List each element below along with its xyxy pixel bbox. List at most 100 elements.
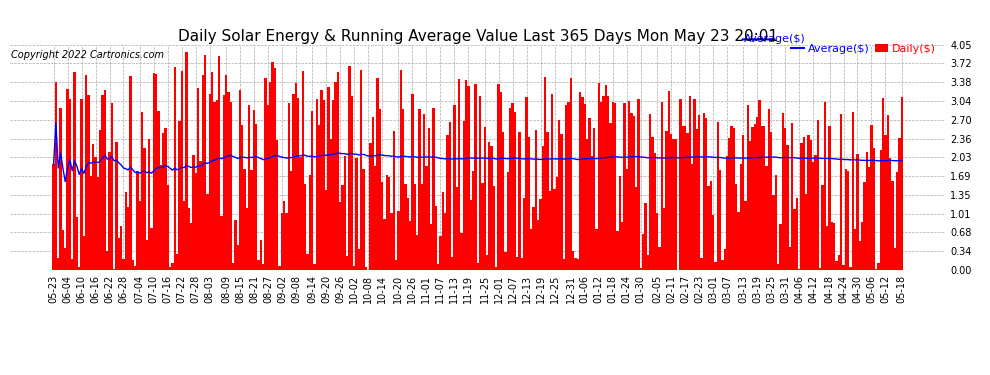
- Bar: [350, 96, 353, 270]
- Bar: [435, 206, 437, 270]
- Bar: [274, 68, 276, 270]
- Bar: [346, 256, 348, 270]
- Bar: [230, 102, 232, 270]
- Bar: [409, 221, 411, 270]
- Bar: [700, 258, 703, 270]
- Bar: [250, 170, 252, 270]
- Bar: [656, 213, 658, 270]
- Bar: [703, 112, 705, 270]
- Bar: [631, 113, 633, 270]
- Bar: [519, 132, 521, 270]
- Bar: [851, 112, 854, 270]
- Bar: [171, 263, 173, 270]
- Bar: [378, 109, 381, 270]
- Bar: [73, 72, 75, 270]
- Bar: [544, 77, 546, 270]
- Bar: [753, 124, 756, 270]
- Bar: [66, 89, 68, 270]
- Bar: [276, 140, 278, 270]
- Bar: [92, 144, 94, 270]
- Bar: [144, 148, 146, 270]
- Bar: [523, 198, 526, 270]
- Bar: [665, 131, 667, 270]
- Bar: [689, 96, 691, 270]
- Bar: [638, 99, 640, 270]
- Bar: [390, 213, 393, 270]
- Bar: [849, 267, 851, 270]
- Bar: [763, 126, 765, 270]
- Bar: [94, 157, 97, 270]
- Bar: [674, 139, 677, 270]
- Bar: [225, 75, 227, 270]
- Bar: [130, 76, 132, 270]
- Bar: [216, 100, 218, 270]
- Bar: [266, 105, 269, 270]
- Bar: [176, 254, 178, 270]
- Bar: [80, 99, 83, 270]
- Bar: [548, 191, 551, 270]
- Bar: [868, 167, 870, 270]
- Bar: [498, 84, 500, 270]
- Bar: [744, 201, 746, 270]
- Bar: [281, 213, 283, 270]
- Bar: [614, 104, 617, 270]
- Bar: [815, 155, 817, 270]
- Bar: [635, 187, 638, 270]
- Bar: [581, 97, 584, 270]
- Bar: [779, 225, 782, 270]
- Bar: [183, 201, 185, 270]
- Legend: Average($), Daily($): Average($), Daily($): [786, 39, 940, 58]
- Bar: [717, 122, 719, 270]
- Bar: [99, 130, 101, 270]
- Bar: [705, 118, 707, 270]
- Bar: [808, 135, 810, 270]
- Bar: [621, 222, 624, 270]
- Bar: [502, 132, 505, 270]
- Bar: [798, 268, 800, 270]
- Bar: [791, 123, 793, 270]
- Bar: [297, 98, 299, 270]
- Bar: [262, 264, 264, 270]
- Bar: [68, 99, 71, 270]
- Bar: [560, 134, 562, 270]
- Bar: [644, 204, 646, 270]
- Bar: [206, 194, 209, 270]
- Bar: [760, 126, 763, 270]
- Bar: [318, 124, 321, 270]
- Bar: [321, 90, 323, 270]
- Bar: [758, 100, 760, 270]
- Bar: [448, 122, 450, 270]
- Bar: [667, 91, 670, 270]
- Bar: [362, 170, 364, 270]
- Bar: [428, 128, 430, 270]
- Bar: [824, 102, 826, 270]
- Bar: [418, 109, 421, 270]
- Bar: [164, 128, 166, 270]
- Bar: [120, 226, 123, 270]
- Bar: [376, 78, 378, 270]
- Bar: [348, 66, 350, 270]
- Bar: [530, 229, 533, 270]
- Bar: [386, 175, 388, 270]
- Bar: [474, 84, 476, 270]
- Bar: [173, 67, 176, 270]
- Bar: [651, 138, 653, 270]
- Bar: [721, 260, 724, 270]
- Bar: [395, 260, 397, 270]
- Bar: [800, 143, 803, 270]
- Bar: [836, 261, 838, 270]
- Bar: [861, 222, 863, 270]
- Bar: [546, 132, 548, 270]
- Bar: [542, 146, 545, 270]
- Bar: [854, 229, 856, 270]
- Bar: [159, 165, 162, 270]
- Bar: [339, 202, 342, 270]
- Bar: [772, 195, 775, 270]
- Bar: [775, 175, 777, 270]
- Bar: [569, 78, 572, 270]
- Bar: [101, 96, 104, 270]
- Bar: [199, 161, 202, 270]
- Bar: [132, 260, 134, 270]
- Bar: [558, 120, 560, 270]
- Title: Daily Solar Energy & Running Average Value Last 365 Days Mon May 23 20:01: Daily Solar Energy & Running Average Val…: [177, 29, 778, 44]
